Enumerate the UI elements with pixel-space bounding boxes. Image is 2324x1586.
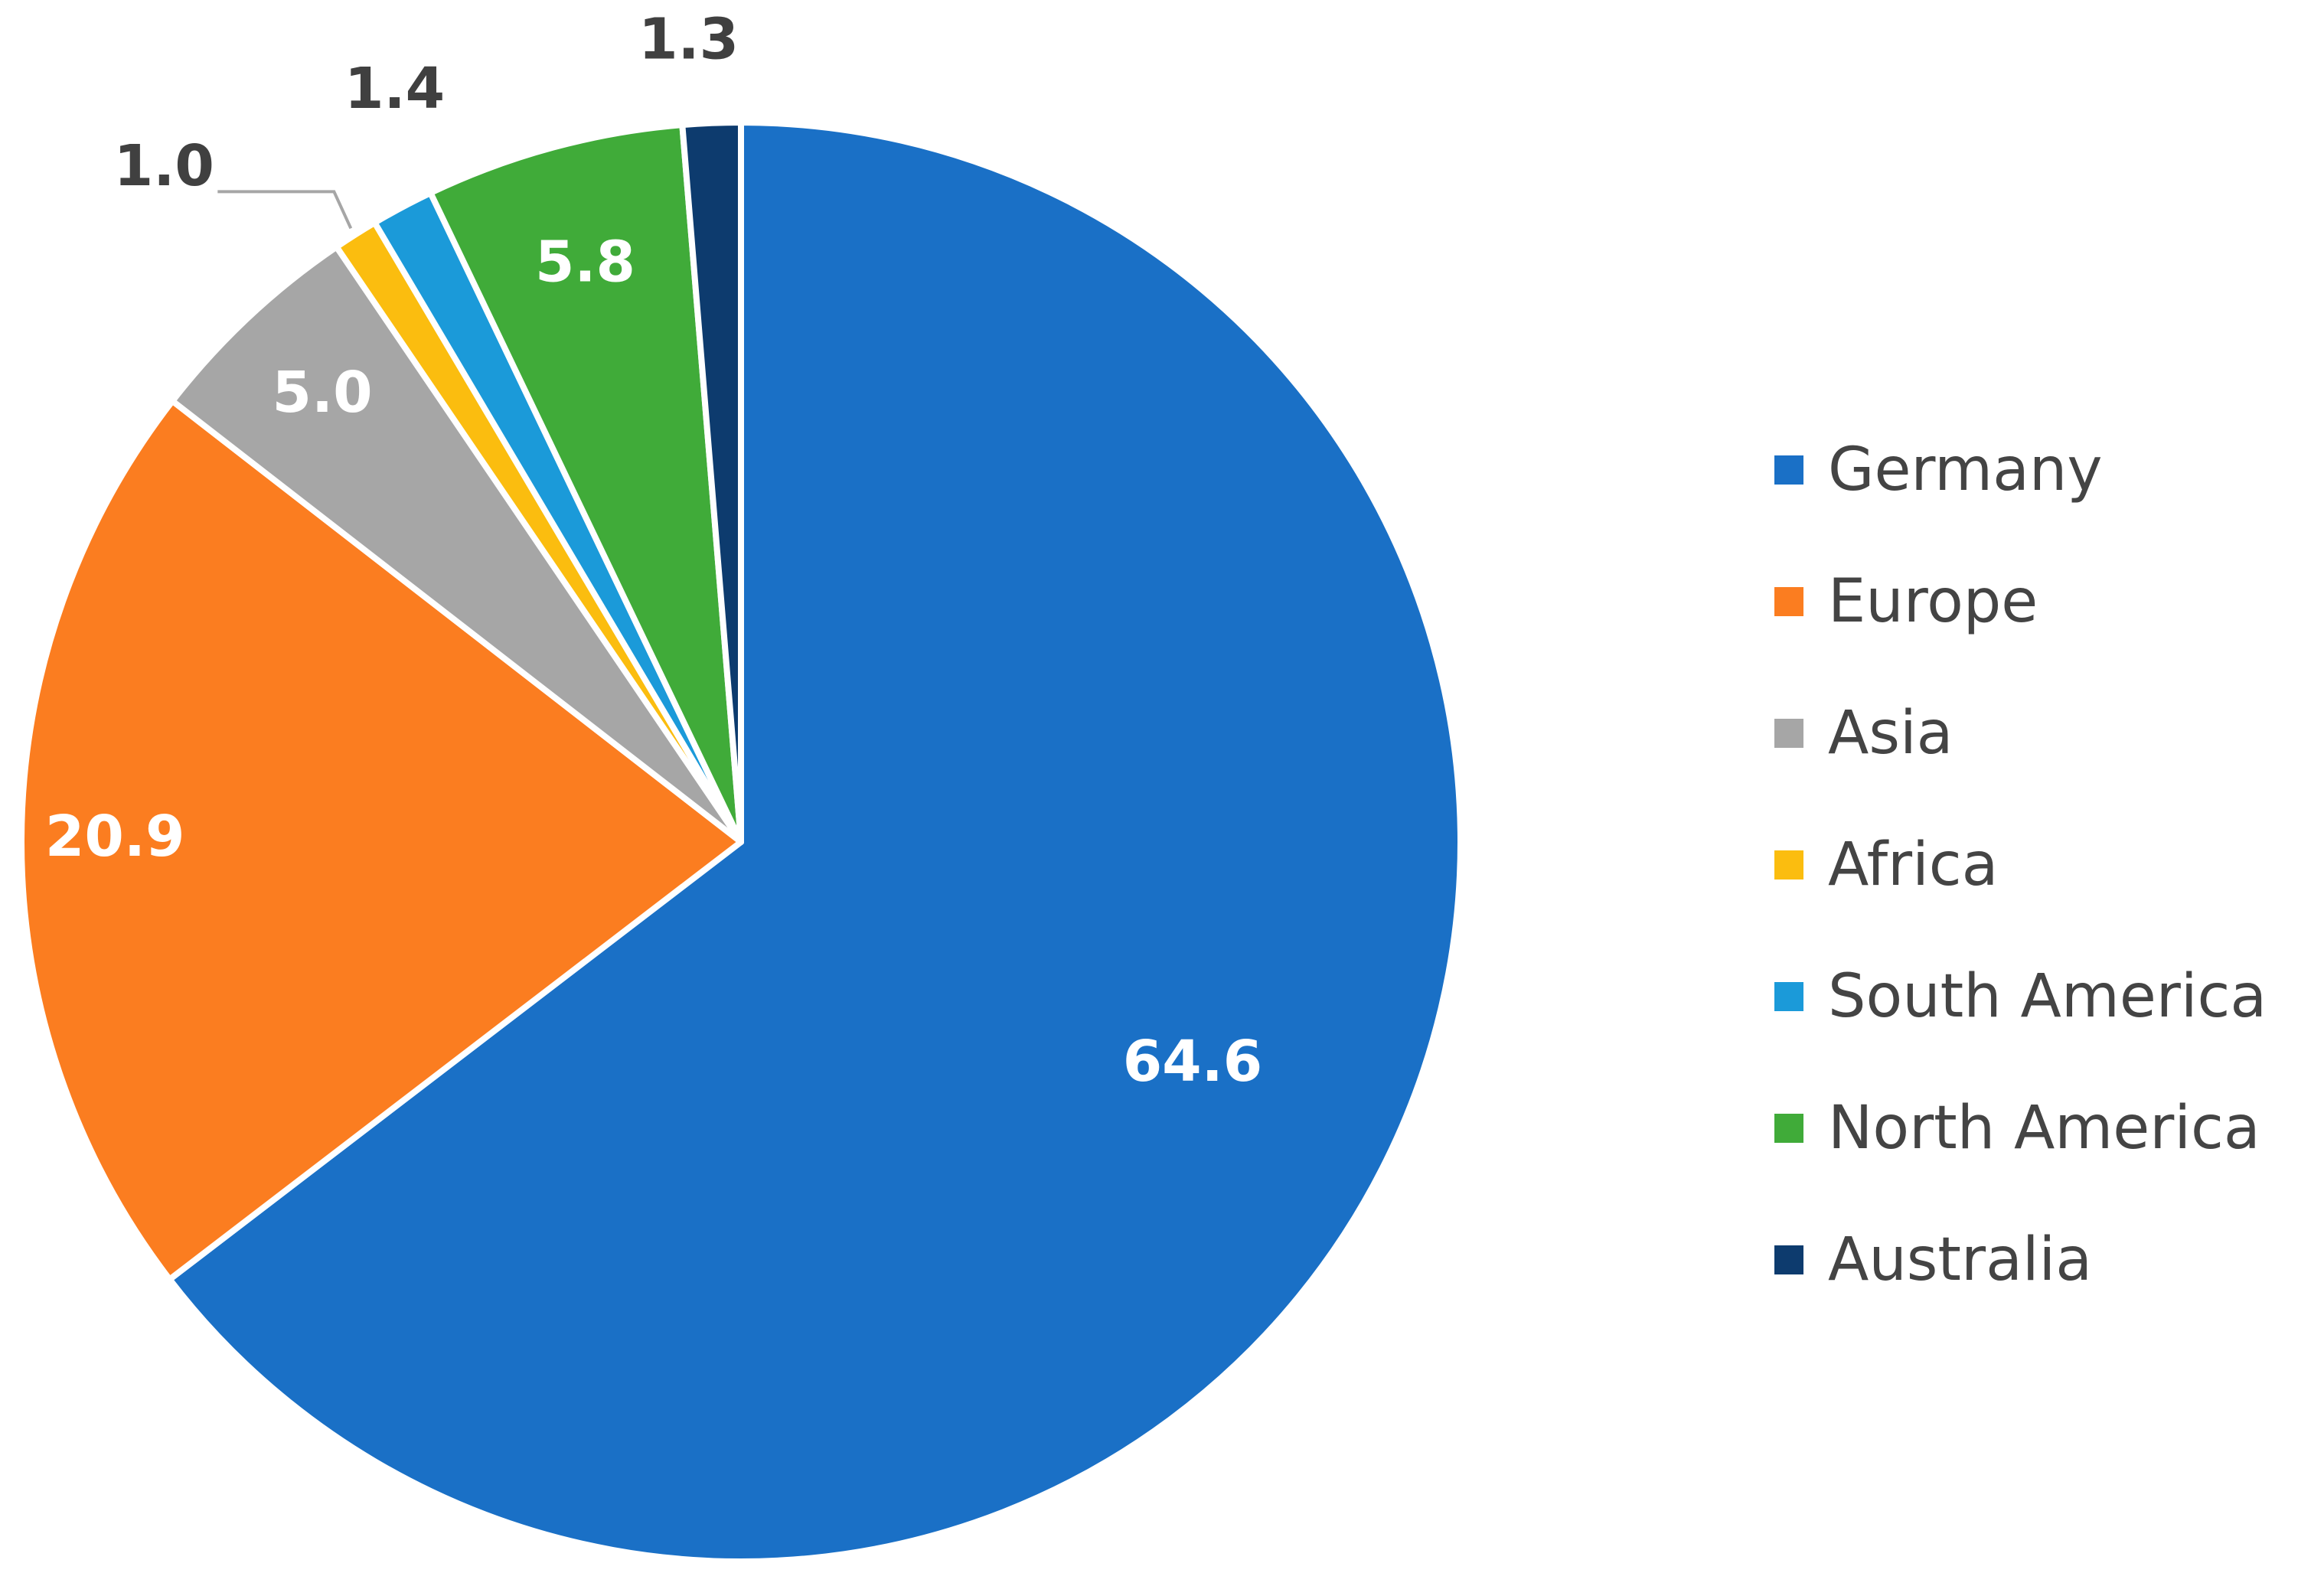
legend-label: Australia — [1828, 1225, 2093, 1294]
legend-item-australia: Australia — [1774, 1194, 2310, 1326]
data-label-north-america: 5.8 — [535, 229, 635, 295]
data-label-germany: 64.6 — [1123, 1029, 1263, 1095]
leader-lines — [217, 190, 353, 230]
legend-swatch — [1774, 719, 1803, 748]
data-label-africa: 1.0 — [114, 133, 214, 199]
data-label-asia: 5.0 — [273, 360, 373, 426]
legend-item-south-america: South America — [1774, 931, 2310, 1062]
legend-label: Germany — [1828, 436, 2103, 504]
pie-slice-north-america — [427, 122, 744, 845]
data-labels: 64.6 20.9 5.0 1.0 1.4 5.8 1.3 — [45, 6, 1262, 1095]
legend-swatch — [1774, 982, 1803, 1011]
data-label-australia: 1.3 — [638, 6, 739, 72]
data-label-europe: 20.9 — [45, 804, 185, 870]
pie-slice-europe — [18, 397, 744, 1283]
pie-slice-germany — [166, 119, 1464, 1565]
pie-slice-asia — [169, 243, 744, 845]
legend-item-europe: Europe — [1774, 536, 2310, 667]
legend-label: Asia — [1828, 699, 1954, 768]
legend: Germany Europe Asia Africa South America… — [1774, 404, 2310, 1326]
legend-label: North America — [1828, 1094, 2260, 1163]
pie-chart-svg: 64.6 20.9 5.0 1.0 1.4 5.8 1.3 — [18, 6, 1464, 1565]
legend-item-asia: Asia — [1774, 667, 2310, 799]
data-label-south-america: 1.4 — [344, 56, 445, 122]
legend-swatch — [1774, 455, 1803, 485]
legend-label: South America — [1828, 962, 2267, 1031]
legend-label: Africa — [1828, 831, 1999, 899]
leader-line-africa — [217, 190, 353, 230]
legend-swatch — [1774, 1114, 1803, 1143]
legend-label: Europe — [1828, 567, 2038, 636]
pie-slices — [18, 119, 1464, 1565]
legend-swatch — [1774, 850, 1803, 879]
legend-swatch — [1774, 587, 1803, 616]
legend-item-north-america: North America — [1774, 1062, 2310, 1194]
legend-swatch — [1774, 1245, 1803, 1274]
legend-item-germany: Germany — [1774, 404, 2310, 536]
legend-item-africa: Africa — [1774, 799, 2310, 931]
pie-slice-australia — [679, 119, 744, 845]
